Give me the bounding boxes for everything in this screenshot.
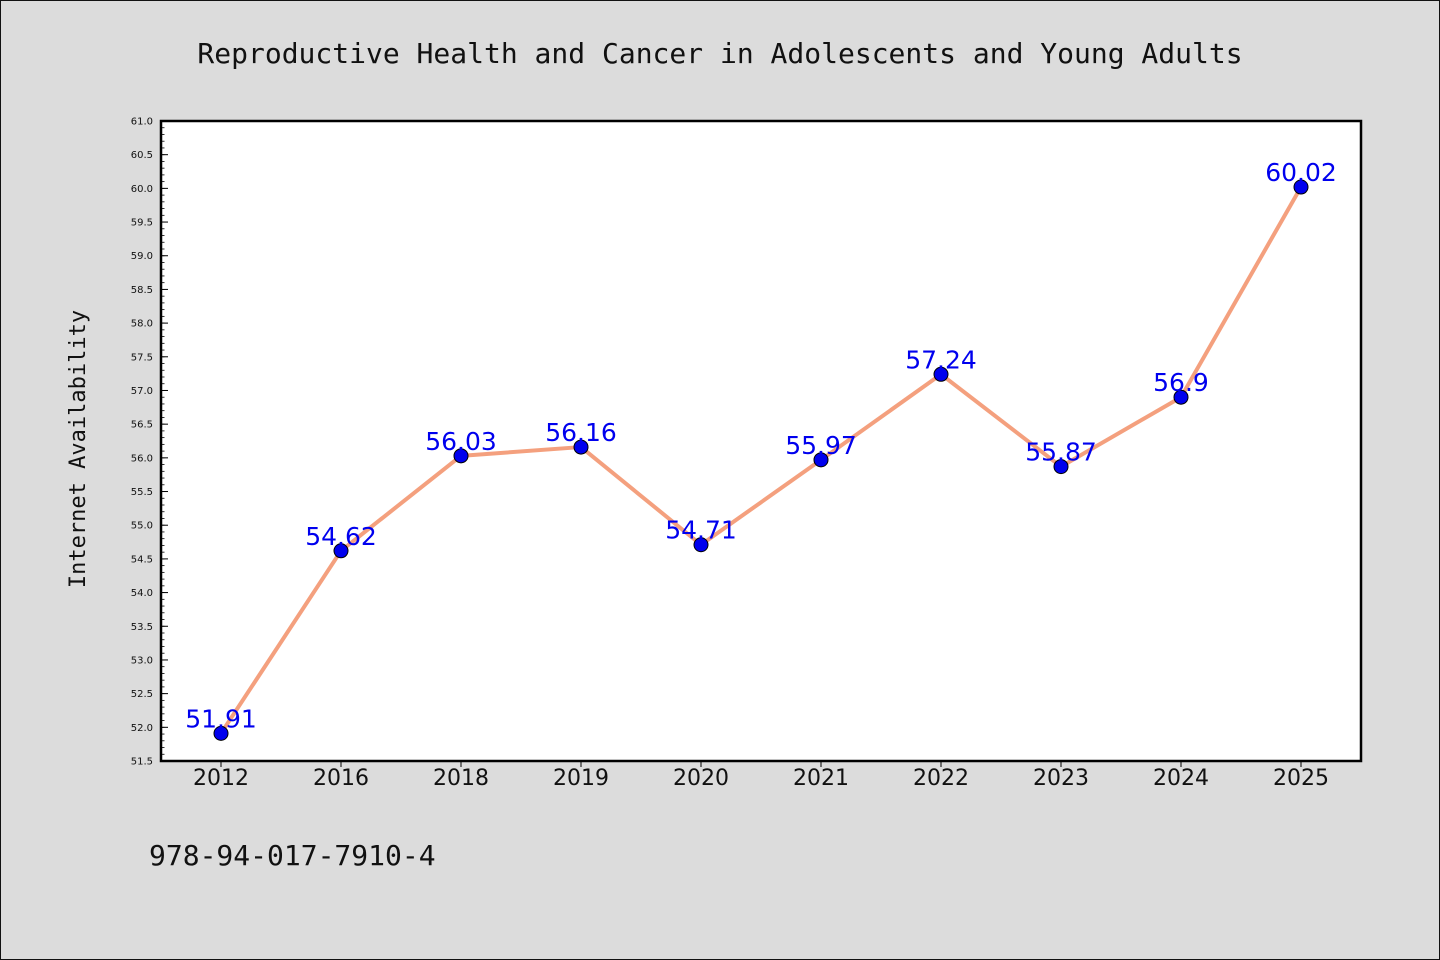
y-tick-label: 56.0 — [131, 453, 153, 464]
y-tick-label: 57.5 — [131, 352, 153, 363]
x-axis-ticks: 2012 2016 2018 2019 2020 2021 2022 2023 2024 2025 — [193, 761, 1329, 791]
y-tick-label: 59.0 — [131, 251, 153, 262]
data-point — [933, 366, 949, 382]
data-label: 56.16 — [545, 418, 617, 447]
x-tick-label: 2012 — [193, 766, 249, 791]
data-label: 57.24 — [905, 345, 977, 374]
x-tick-label: 2024 — [1153, 766, 1209, 791]
y-tick-label: 61.0 — [131, 117, 153, 128]
x-tick-label: 2020 — [673, 766, 729, 791]
y-tick-label: 53.0 — [131, 655, 153, 666]
data-labels-group: 51.91 54.62 56.03 56.16 54.71 55.97 57.24 55.87… — [185, 158, 1337, 733]
y-tick-label: 54.0 — [131, 588, 153, 599]
y-tick-label: 51.5 — [131, 757, 153, 768]
y-tick-label: 56.5 — [131, 420, 153, 431]
y-tick-label: 52.0 — [131, 723, 153, 734]
x-tick-label: 2019 — [553, 766, 609, 791]
data-label: 51.91 — [185, 704, 257, 733]
y-tick-label: 58.0 — [131, 319, 153, 330]
footer-text: 978-94-017-7910-4 — [149, 839, 436, 872]
chart-title: Reproductive Health and Cancer in Adoles… — [197, 37, 1242, 70]
x-tick-label: 2023 — [1033, 766, 1089, 791]
data-label: 54.62 — [305, 522, 377, 551]
data-point — [1173, 389, 1189, 405]
x-tick-label: 2025 — [1273, 766, 1329, 791]
data-point — [213, 725, 229, 741]
plot-frame — [159, 119, 1363, 763]
y-tick-label: 54.5 — [131, 554, 153, 565]
y-tick-label: 59.5 — [131, 218, 153, 229]
data-label: 56.03 — [425, 427, 497, 456]
y-tick-label: 53.5 — [131, 622, 153, 633]
data-label: 55.97 — [785, 431, 857, 460]
x-tick-label: 2016 — [313, 766, 369, 791]
y-tick-label: 52.5 — [131, 689, 153, 700]
data-label: 56.9 — [1153, 368, 1209, 397]
data-label: 54.71 — [665, 516, 737, 545]
y-tick-label: 58.5 — [131, 285, 153, 296]
series-line-group — [213, 179, 1309, 741]
y-tick-label: 55.5 — [131, 487, 153, 498]
y-axis-label: Internet Availability — [66, 310, 91, 588]
data-label: 55.87 — [1025, 438, 1097, 467]
plot-area — [161, 121, 1361, 761]
data-label: 60.02 — [1265, 158, 1337, 187]
data-point — [573, 439, 589, 455]
data-point — [453, 448, 469, 464]
data-point — [1293, 179, 1309, 195]
data-point — [813, 452, 829, 468]
y-tick-label: 55.0 — [131, 521, 153, 532]
y-tick-label: 60.0 — [131, 184, 153, 195]
y-tick-label: 60.5 — [131, 150, 153, 161]
data-point — [693, 537, 709, 553]
x-tick-label: 2018 — [433, 766, 489, 791]
data-point — [1053, 459, 1069, 475]
x-tick-label: 2021 — [793, 766, 849, 791]
x-tick-label: 2022 — [913, 766, 969, 791]
data-point — [333, 543, 349, 559]
y-tick-label: 57.0 — [131, 386, 153, 397]
series-line — [219, 185, 1303, 736]
